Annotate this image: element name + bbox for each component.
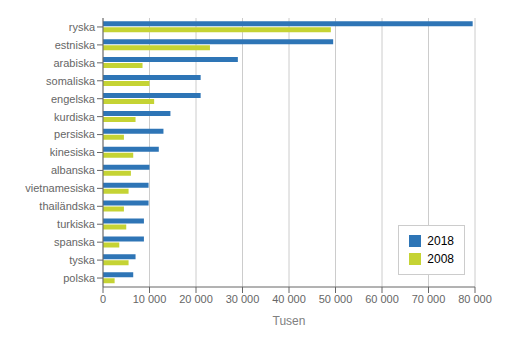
svg-text:spanska: spanska xyxy=(54,236,96,248)
svg-text:Tusen: Tusen xyxy=(273,314,306,328)
svg-text:albanska: albanska xyxy=(51,164,96,176)
svg-text:tyska: tyska xyxy=(69,254,96,266)
svg-text:40 000: 40 000 xyxy=(272,293,306,305)
svg-text:10 000: 10 000 xyxy=(133,293,167,305)
svg-text:somaliska: somaliska xyxy=(46,75,96,87)
svg-text:thailändska: thailändska xyxy=(39,200,96,212)
svg-text:20 000: 20 000 xyxy=(179,293,213,305)
svg-text:estniska: estniska xyxy=(55,39,96,51)
html-text:2008: 2008 xyxy=(427,252,454,266)
svg-text:persiska: persiska xyxy=(54,128,96,140)
svg-text:70 000: 70 000 xyxy=(412,293,446,305)
svg-text:0: 0 xyxy=(100,293,106,305)
svg-text:60 000: 60 000 xyxy=(365,293,399,305)
svg-text:engelska: engelska xyxy=(51,93,96,105)
svg-text:80 000: 80 000 xyxy=(458,293,492,305)
html-text:2018: 2018 xyxy=(427,234,454,248)
svg-text:kinesiska: kinesiska xyxy=(50,146,96,158)
svg-text:vietnamesiska: vietnamesiska xyxy=(25,182,96,194)
svg-text:kurdiska: kurdiska xyxy=(54,111,96,123)
svg-text:30 000: 30 000 xyxy=(226,293,260,305)
svg-text:arabiska: arabiska xyxy=(53,57,95,69)
svg-text:turkiska: turkiska xyxy=(57,218,96,230)
svg-text:ryska: ryska xyxy=(69,21,96,33)
svg-text:50 000: 50 000 xyxy=(319,293,353,305)
svg-text:polska: polska xyxy=(63,272,96,284)
